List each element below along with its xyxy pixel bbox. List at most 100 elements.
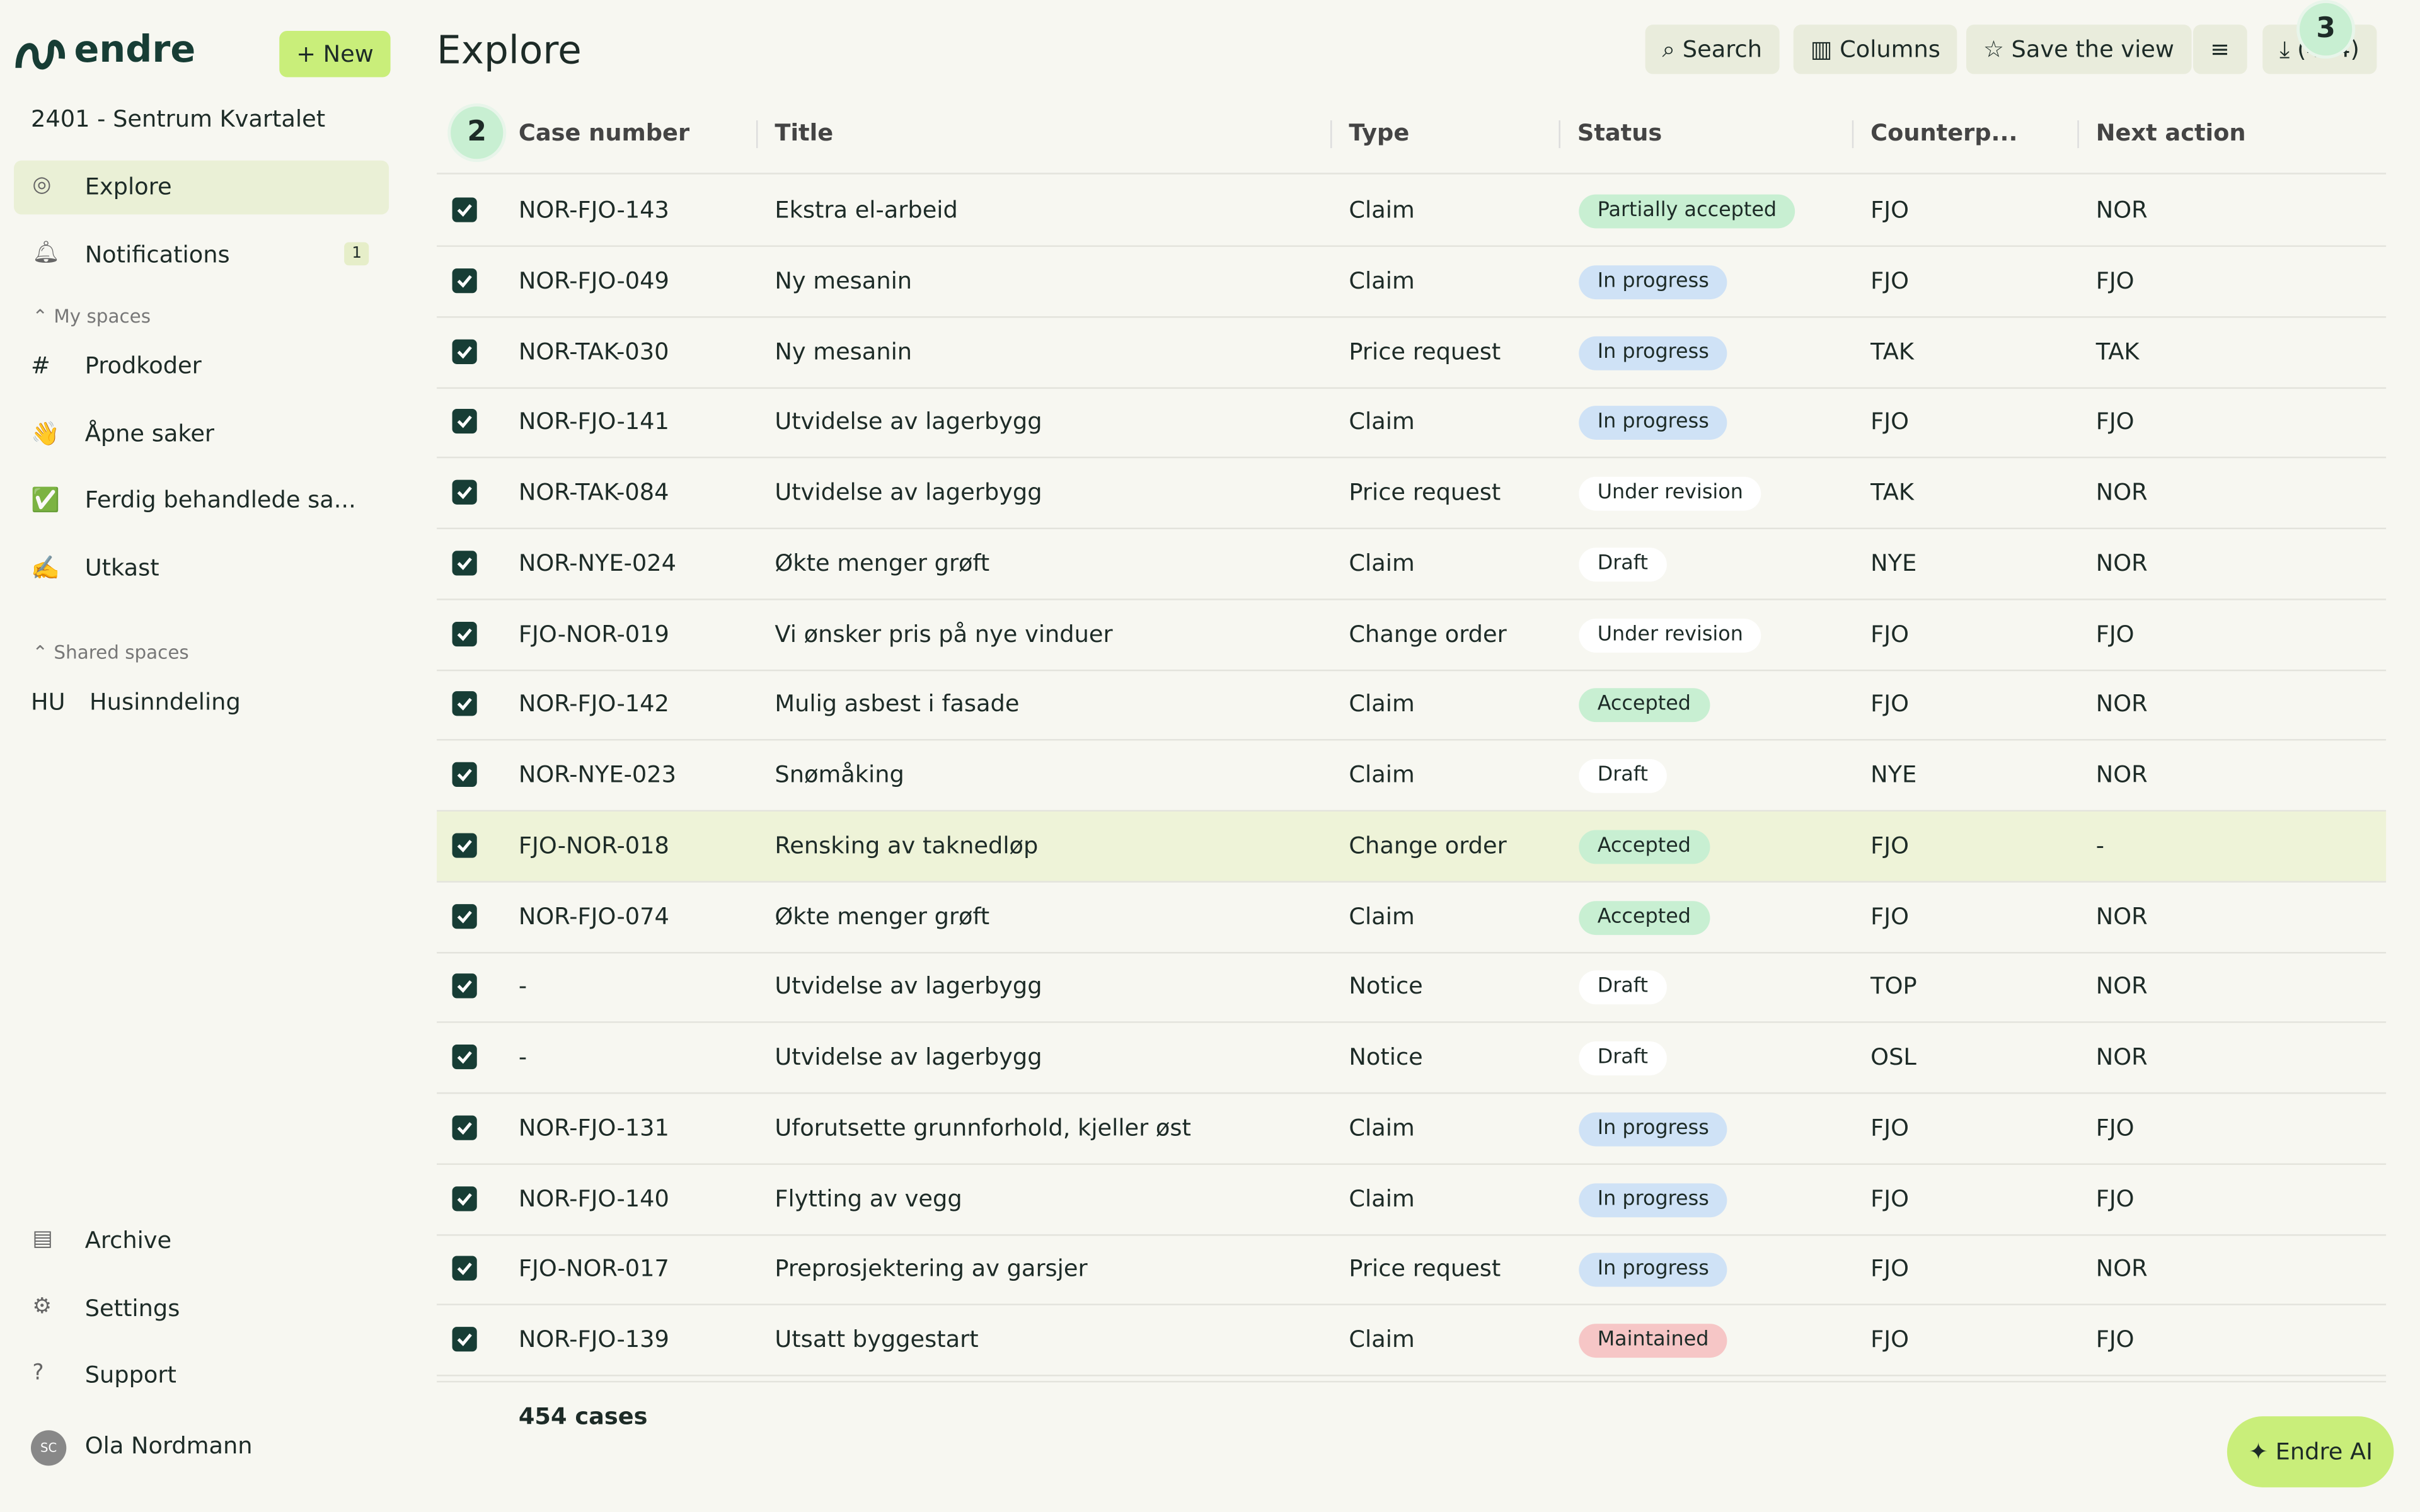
table-cell: TAK (2095, 337, 2140, 365)
section-title[interactable]: ⌃ Shared spaces (32, 641, 189, 664)
table-cell: FJO (1870, 1184, 1910, 1212)
table-cell: FJO (1870, 266, 1910, 295)
row-checkbox[interactable] (452, 1256, 477, 1281)
table-cell[interactable]: NOR-TAK-084 (518, 478, 669, 507)
table-cell[interactable]: NOR-FJO-143 (518, 196, 669, 224)
bottom-nav-item[interactable]: Support (84, 1361, 176, 1390)
space-icon: 👋 (30, 418, 60, 447)
nav-item[interactable]: Explore (84, 173, 172, 201)
bottom-icon: ⚙ (32, 1293, 52, 1319)
space-item[interactable]: Utkast (84, 553, 159, 581)
table-cell: FJO (1870, 831, 1910, 859)
row-checkbox[interactable] (452, 479, 477, 505)
row-highlight (437, 811, 2387, 881)
table-cell: NOR (2095, 1043, 2148, 1071)
table-cell: FJO (1870, 902, 1910, 930)
column-divider (756, 120, 758, 149)
row-checkbox[interactable] (452, 197, 477, 222)
row-checkbox[interactable] (452, 762, 477, 787)
row-checkbox[interactable] (452, 550, 477, 575)
check (457, 980, 472, 994)
page-title: Explore (437, 28, 582, 73)
table-cell[interactable]: NOR-FJO-142 (518, 690, 669, 718)
table-cell: Utvidelse av lagerbygg (775, 1043, 1042, 1071)
row-checkbox[interactable] (452, 338, 477, 364)
row-checkbox[interactable] (452, 409, 477, 434)
nav-icon: ◎ (32, 173, 52, 198)
space-item[interactable]: Åpne saker (84, 418, 215, 447)
table-cell[interactable]: NOR-NYE-023 (518, 760, 677, 789)
table-cell: Claim (1349, 1184, 1415, 1212)
ai-button-label: Endre AI (2275, 1438, 2373, 1466)
row-line (437, 1375, 2387, 1377)
table-cell[interactable]: NOR-FJO-141 (518, 408, 669, 436)
row-line (437, 1162, 2387, 1165)
row-checkbox[interactable] (452, 1186, 477, 1211)
table-cell: Mulig asbest i fasade (775, 690, 1020, 718)
bottom-icon: ▤ (32, 1226, 53, 1252)
table-cell: TAK (1870, 478, 1915, 507)
bottom-nav-item[interactable]: Archive (84, 1226, 172, 1255)
table-footer-line (437, 1380, 2387, 1383)
section-title[interactable]: ⌃ My spaces (32, 305, 151, 328)
table-cell: NOR (2095, 549, 2148, 577)
status-pill: Draft (1579, 1041, 1667, 1075)
row-checkbox[interactable] (452, 268, 477, 293)
table-cell[interactable]: FJO-NOR-019 (518, 619, 669, 648)
table-cell[interactable]: NOR-FJO-049 (518, 266, 669, 295)
space-icon: ✍️ (30, 553, 60, 581)
filter-settings-button[interactable]: ≡ (2193, 25, 2247, 74)
column-header[interactable]: Title (775, 118, 834, 147)
row-checkbox[interactable] (452, 903, 477, 929)
toolbar-button[interactable]: ▥ Columns (1793, 25, 1957, 74)
user-name[interactable]: Ola Nordmann (84, 1431, 253, 1460)
row-checkbox[interactable] (452, 832, 477, 858)
table-cell: Change order (1349, 619, 1507, 648)
toolbar-button[interactable]: ☆ Save the view (1966, 25, 2191, 74)
table-cell: OSL (1870, 1043, 1916, 1071)
column-header[interactable]: Case number (518, 118, 690, 147)
row-checkbox[interactable] (452, 973, 477, 999)
check (457, 910, 472, 923)
space-item[interactable]: Prodkoder (84, 352, 202, 380)
row-line (437, 810, 2387, 812)
table-cell[interactable]: NOR-NYE-024 (518, 549, 677, 577)
toolbar-button[interactable]: ⌕ Search (1645, 25, 1779, 74)
column-header[interactable]: Type (1349, 118, 1410, 147)
status-pill: In progress (1579, 406, 1728, 440)
column-header[interactable]: Next action (2095, 118, 2246, 147)
section-title-text: My spaces (54, 305, 151, 328)
step-badge: 3 (2296, 0, 2356, 59)
row-checkbox[interactable] (452, 1115, 477, 1140)
table-cell[interactable]: NOR-FJO-131 (518, 1113, 669, 1142)
row-checkbox[interactable] (452, 621, 477, 646)
column-header[interactable]: Counterp... (1870, 118, 2018, 147)
table-cell: Snømåking (775, 760, 904, 789)
table-cell[interactable]: FJO-NOR-018 (518, 831, 669, 859)
table-cell: Claim (1349, 549, 1415, 577)
space-item[interactable]: Husinndeling (89, 688, 241, 716)
column-header[interactable]: Status (1577, 118, 1662, 147)
table-cell[interactable]: NOR-TAK-030 (518, 337, 669, 365)
bottom-nav-item[interactable]: Settings (84, 1293, 180, 1322)
table-cell[interactable]: FJO-NOR-017 (518, 1254, 669, 1283)
nav-item[interactable]: Notifications (84, 241, 230, 269)
table-cell[interactable]: - (518, 972, 527, 1000)
row-checkbox[interactable] (452, 691, 477, 716)
row-checkbox[interactable] (452, 1327, 477, 1352)
table-cell[interactable]: NOR-FJO-074 (518, 902, 669, 930)
space-item[interactable]: Ferdig behandlede sa... (84, 486, 356, 514)
table-cell: FJO (1870, 196, 1910, 224)
table-cell: Rensking av taknedløp (775, 831, 1039, 859)
row-line (437, 316, 2387, 318)
table-cell[interactable]: - (518, 1043, 527, 1071)
nav-icon: 🔔︎ (32, 241, 60, 266)
table-cell[interactable]: NOR-FJO-140 (518, 1184, 669, 1212)
table-cell[interactable]: NOR-FJO-139 (518, 1325, 669, 1353)
row-line (437, 386, 2387, 388)
new-button[interactable]: + New (279, 30, 391, 77)
status-pill: Under revision (1579, 476, 1762, 511)
table-cell: Ny mesanin (775, 266, 913, 295)
ai-button[interactable]: ✦ Endre AI (2227, 1416, 2395, 1487)
row-checkbox[interactable] (452, 1044, 477, 1070)
